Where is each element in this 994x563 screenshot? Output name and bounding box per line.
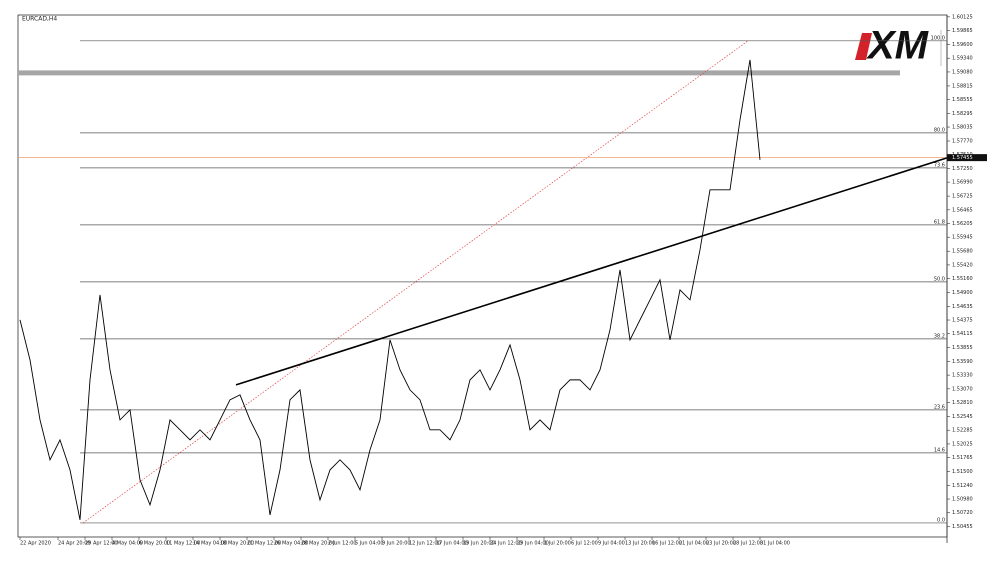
y-tick-label: 1.50980 <box>952 497 973 503</box>
y-tick-label: 1.52025 <box>952 441 973 447</box>
y-tick-label: 1.53070 <box>952 386 973 392</box>
current-price-label: 1.57455 <box>952 155 973 161</box>
x-tick-label: 11 May 12:00 <box>166 541 200 547</box>
x-tick-label: 6 Jul 12:00 <box>571 541 598 547</box>
x-tick-label: 13 Jul 20:00 <box>625 541 655 547</box>
y-tick-label: 1.55420 <box>952 262 973 268</box>
x-tick-label: 29 Jun 04:00 <box>517 541 549 547</box>
x-tick-label: 17 Jun 04:00 <box>436 541 468 547</box>
x-tick-label: 18 May 20:00 <box>220 541 254 547</box>
y-tick-label: 1.56990 <box>952 180 973 186</box>
x-tick-label: 21 May 12:00 <box>247 541 281 547</box>
fib-label: 23.6 <box>934 404 945 410</box>
y-tick-label: 1.59600 <box>952 42 973 48</box>
y-tick-label: 1.54375 <box>952 318 973 324</box>
current-price-box <box>947 154 987 162</box>
y-tick-label: 1.54900 <box>952 290 973 296</box>
y-tick-label: 1.58555 <box>952 97 973 103</box>
logo-mark <box>855 33 872 60</box>
y-tick-label: 1.50720 <box>952 510 973 516</box>
fib-label: 14.6 <box>934 447 945 453</box>
y-tick-label: 1.57250 <box>952 166 973 172</box>
x-tick-label: 9 Jul 04:00 <box>598 541 625 547</box>
y-tick-label: 1.50455 <box>952 524 973 530</box>
x-tick-label: 24 Jun 12:00 <box>490 541 522 547</box>
y-tick-label: 1.58815 <box>952 83 973 89</box>
x-tick-label: 9 Jun 20:00 <box>382 541 411 547</box>
y-tick-label: 1.54635 <box>952 304 973 310</box>
y-tick-label: 1.52285 <box>952 428 973 434</box>
price-line <box>19 59 761 520</box>
y-tick-label: 1.55680 <box>952 249 973 255</box>
x-tick-label: 19 Jun 20:00 <box>463 541 495 547</box>
fib-ray <box>82 40 749 524</box>
fib-label: 50.0 <box>934 276 945 282</box>
y-tick-label: 1.51240 <box>952 483 973 489</box>
y-tick-label: 1.51765 <box>952 455 973 461</box>
x-tick-label: 1 Jul 20:00 <box>544 541 571 547</box>
plot-frame <box>17 14 948 538</box>
chart-title: EURCAD,H4 <box>22 16 57 23</box>
fib-label: 100.0 <box>931 35 945 41</box>
y-tick-label: 1.55160 <box>952 276 973 282</box>
x-tick-label: 6 May 20:00 <box>139 541 170 547</box>
x-tick-label: 31 Jul 04:00 <box>760 541 790 547</box>
y-tick-label: 1.59865 <box>952 28 973 34</box>
x-tick-label: 12 Jun 12:00 <box>409 541 441 547</box>
x-tick-label: 4 May 04:00 <box>112 541 143 547</box>
x-tick-label: 2 Jun 12:00 <box>328 541 357 547</box>
y-tick-label: 1.56725 <box>952 194 973 200</box>
fib-label: 73.6 <box>934 162 945 168</box>
x-tick-label: 23 Jul 20:00 <box>706 541 736 547</box>
y-tick-label: 1.53590 <box>952 359 973 365</box>
x-tick-label: 5 Jun 04:00 <box>355 541 384 547</box>
x-tick-label: 22 Apr 2020 <box>20 541 51 547</box>
y-tick-label: 1.57770 <box>952 139 973 145</box>
x-tick-label: 29 Apr 12:00 <box>85 541 118 547</box>
y-tick-label: 1.53330 <box>952 373 973 379</box>
y-tick-label: 1.55945 <box>952 235 973 241</box>
y-tick-label: 1.52810 <box>952 400 973 406</box>
y-tick-label: 1.59340 <box>952 56 973 62</box>
x-tick-label: 14 May 04:00 <box>193 541 227 547</box>
y-tick-label: 1.58295 <box>952 111 973 117</box>
y-tick-label: 1.60125 <box>952 14 973 20</box>
y-tick-label: 1.59080 <box>952 69 973 75</box>
logo: XM <box>866 24 930 68</box>
y-tick-label: 1.51500 <box>952 469 973 475</box>
fib-label: 0.0 <box>937 517 945 523</box>
x-tick-label: 21 Jul 04:00 <box>679 541 709 547</box>
x-tick-label: 26 May 04:00 <box>274 541 308 547</box>
trendline <box>235 157 948 386</box>
y-tick-label: 1.53855 <box>952 345 973 351</box>
y-tick-label: 1.56205 <box>952 221 973 227</box>
y-tick-label: 1.56465 <box>952 207 973 213</box>
fib-label: 38.2 <box>934 333 945 339</box>
fib-label: 61.8 <box>934 219 945 225</box>
y-tick-label: 1.54115 <box>952 331 973 337</box>
x-tick-label: 16 Jul 12:00 <box>652 541 682 547</box>
x-tick-label: 28 May 20:00 <box>301 541 335 547</box>
x-tick-label: 24 Apr 20:00 <box>58 541 91 547</box>
x-tick-label: 28 Jul 12:00 <box>733 541 763 547</box>
y-tick-label: 1.58035 <box>952 125 973 131</box>
fib-label: 80.0 <box>934 127 945 133</box>
y-tick-label: 1.52545 <box>952 414 973 420</box>
